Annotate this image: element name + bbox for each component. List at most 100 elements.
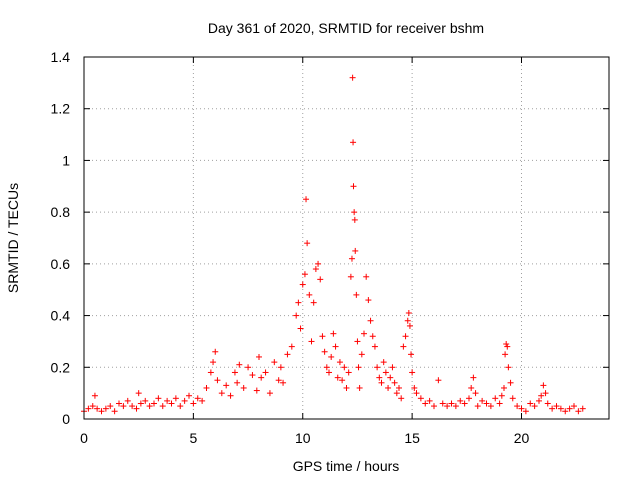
data-point bbox=[310, 299, 317, 306]
data-point bbox=[190, 400, 197, 407]
data-point bbox=[365, 297, 372, 304]
data-point bbox=[468, 384, 475, 391]
data-point bbox=[444, 403, 451, 410]
data-point bbox=[155, 395, 162, 402]
data-point bbox=[509, 395, 516, 402]
axis-ticks bbox=[83, 56, 609, 420]
y-tick-label: 1.2 bbox=[51, 101, 71, 117]
data-point bbox=[299, 281, 306, 288]
data-point bbox=[339, 377, 346, 384]
data-point bbox=[321, 348, 328, 355]
data-point bbox=[258, 374, 265, 381]
y-axis-label: SRMTID / TECUs bbox=[5, 183, 21, 293]
data-point bbox=[380, 359, 387, 366]
data-point bbox=[466, 395, 472, 402]
data-point bbox=[544, 400, 551, 407]
data-point bbox=[538, 392, 545, 399]
data-point bbox=[461, 400, 468, 407]
data-point bbox=[177, 403, 184, 410]
data-point bbox=[406, 322, 413, 329]
data-point bbox=[253, 387, 260, 394]
data-point bbox=[295, 299, 302, 306]
data-point bbox=[326, 369, 332, 376]
data-point bbox=[522, 408, 529, 415]
data-point bbox=[354, 338, 361, 345]
data-point bbox=[129, 403, 136, 410]
data-point bbox=[457, 397, 464, 404]
data-point bbox=[356, 384, 363, 391]
data-point bbox=[124, 397, 131, 404]
y-tick-labels: 0 0.2 0.4 0.6 0.8 1 1.2 1.4 bbox=[51, 49, 71, 427]
data-point bbox=[487, 403, 494, 410]
data-point bbox=[347, 273, 354, 280]
data-point bbox=[413, 390, 420, 397]
data-point bbox=[301, 271, 308, 278]
data-point bbox=[557, 405, 564, 412]
data-point bbox=[142, 397, 149, 404]
data-point bbox=[405, 309, 412, 316]
data-point bbox=[439, 400, 446, 407]
data-point bbox=[319, 333, 326, 340]
data-point bbox=[422, 400, 429, 407]
data-point bbox=[303, 196, 310, 203]
data-point bbox=[527, 400, 534, 407]
data-point bbox=[562, 408, 569, 415]
data-point bbox=[332, 343, 339, 350]
x-tick-label: 15 bbox=[404, 430, 420, 446]
data-point bbox=[352, 247, 359, 254]
data-point bbox=[315, 260, 322, 267]
x-axis-label: GPS time / hours bbox=[293, 458, 400, 474]
data-point bbox=[382, 369, 389, 376]
chart-title: Day 361 of 2020, SRMTID for receiver bsh… bbox=[208, 20, 484, 36]
data-point bbox=[231, 369, 238, 376]
data-point bbox=[111, 408, 118, 415]
data-point bbox=[348, 255, 355, 262]
data-point bbox=[409, 369, 416, 376]
data-point bbox=[575, 408, 582, 415]
data-point bbox=[280, 379, 287, 386]
data-point bbox=[341, 364, 348, 371]
data-point bbox=[483, 400, 490, 407]
data-point bbox=[393, 390, 400, 397]
data-point bbox=[234, 379, 241, 386]
data-point bbox=[402, 333, 409, 340]
x-tick-label: 10 bbox=[295, 430, 311, 446]
data-point bbox=[343, 384, 350, 391]
data-point bbox=[498, 392, 505, 399]
data-point bbox=[367, 317, 374, 324]
data-point bbox=[501, 384, 507, 391]
data-point bbox=[536, 397, 542, 404]
data-point bbox=[214, 377, 221, 384]
y-tick-label: 1.4 bbox=[51, 49, 71, 65]
y-tick-label: 0 bbox=[62, 411, 70, 427]
data-point bbox=[116, 400, 122, 407]
data-point bbox=[502, 351, 509, 358]
data-point bbox=[207, 369, 214, 376]
data-point bbox=[358, 351, 365, 358]
data-point bbox=[470, 374, 477, 381]
data-point bbox=[350, 183, 357, 190]
data-point bbox=[102, 405, 109, 412]
data-point bbox=[334, 374, 341, 381]
data-point bbox=[417, 395, 424, 402]
data-point bbox=[120, 403, 127, 410]
data-point bbox=[579, 405, 586, 412]
data-point bbox=[553, 403, 560, 410]
data-point bbox=[164, 397, 171, 404]
data-point bbox=[135, 390, 142, 397]
data-point bbox=[426, 397, 433, 404]
data-point bbox=[571, 403, 577, 410]
data-point bbox=[172, 395, 179, 402]
data-point bbox=[518, 405, 525, 412]
data-point bbox=[328, 353, 335, 360]
data-point bbox=[94, 405, 101, 412]
data-point bbox=[400, 343, 407, 350]
data-point bbox=[391, 379, 398, 386]
data-point bbox=[504, 343, 511, 350]
data-point bbox=[218, 390, 225, 397]
y-tick-label: 0.2 bbox=[51, 359, 71, 375]
data-point bbox=[505, 364, 512, 371]
grid-lines bbox=[84, 57, 609, 419]
x-tick-label: 20 bbox=[514, 430, 530, 446]
data-point bbox=[137, 400, 144, 407]
